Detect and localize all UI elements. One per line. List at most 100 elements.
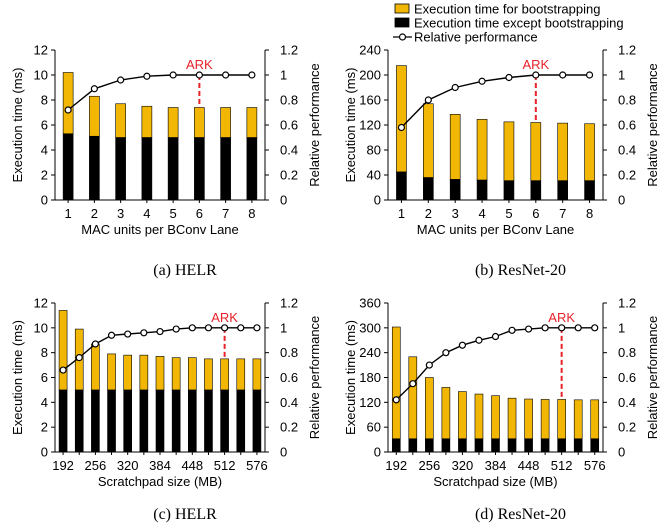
bar-except-bootstrapping	[107, 389, 116, 453]
relative-performance-point	[143, 72, 151, 80]
y-tick-label: 6	[41, 370, 48, 385]
y2-axis-label: Relative performance	[307, 63, 322, 187]
bar-except-bootstrapping	[220, 389, 229, 453]
y2-tick-label: 0	[618, 445, 625, 460]
bar-bootstrapping	[171, 357, 181, 391]
relative-performance-point	[253, 324, 261, 332]
bar-bootstrapping	[167, 107, 179, 138]
y-axis-label: Execution time (ms)	[343, 68, 358, 183]
y-tick-label: 6	[41, 118, 48, 133]
bar-bootstrapping	[491, 395, 500, 440]
bar-except-bootstrapping	[441, 438, 451, 453]
bar-except-bootstrapping	[89, 135, 100, 201]
bar-except-bootstrapping	[74, 389, 84, 453]
relative-performance-point	[124, 330, 132, 338]
bar-except-bootstrapping	[573, 438, 583, 453]
legend-label: Execution time for bootstrapping	[414, 2, 600, 17]
y2-tick-label: 0	[280, 193, 287, 208]
bar-bootstrapping	[584, 123, 595, 181]
y2-tick-label: 1.2	[280, 43, 298, 58]
y2-tick-label: 0.2	[618, 168, 636, 183]
y2-tick-label: 1	[618, 320, 625, 335]
bar-bootstrapping	[220, 107, 231, 138]
x-tick-label: 256	[85, 458, 107, 473]
y-tick-label: 2	[41, 420, 48, 435]
bar-bootstrapping	[524, 398, 533, 440]
x-axis-label: Scratchpad size (MB)	[433, 474, 557, 489]
bar-except-bootstrapping	[141, 137, 153, 201]
relative-performance-point	[508, 326, 516, 334]
relative-performance-point	[195, 71, 203, 79]
chart-panel: 0 2 4 6 8 10 12 0 0.2 0.4 0.6 0.8 1 1.2 192 256 320 384 44…	[10, 296, 322, 524]
ark-annotation: ARK	[211, 310, 238, 325]
y-tick-label: 10	[34, 68, 48, 83]
bar-bootstrapping	[58, 310, 68, 391]
y2-tick-label: 0.4	[280, 395, 298, 410]
y2-tick-label: 0	[618, 193, 625, 208]
relative-performance-point	[478, 77, 486, 85]
x-tick-label: 320	[452, 458, 474, 473]
panel-caption: (a) HELR	[153, 262, 217, 279]
x-tick-label: 8	[248, 206, 255, 221]
bar-bootstrapping	[194, 107, 205, 138]
x-tick-label: 512	[551, 458, 573, 473]
x-tick-label: 4	[478, 206, 485, 221]
bar-except-bootstrapping	[391, 438, 401, 453]
bar-bootstrapping	[89, 95, 100, 137]
y2-tick-label: 0.4	[280, 143, 298, 158]
y2-tick-label: 1	[618, 68, 625, 83]
bar-except-bootstrapping	[524, 438, 533, 453]
y-tick-label: 120	[359, 118, 381, 133]
y-tick-label: 180	[359, 370, 381, 385]
relative-performance-point	[221, 324, 229, 332]
bar-bootstrapping	[155, 356, 165, 391]
bar-bootstrapping	[458, 391, 467, 440]
y2-axis-label: Relative performance	[307, 316, 322, 440]
relative-performance-point	[75, 354, 83, 362]
legend: Execution time for bootstrappingExecutio…	[393, 2, 624, 45]
relative-performance-point	[451, 83, 459, 92]
bar-bootstrapping	[573, 399, 583, 440]
relative-performance-point	[237, 324, 245, 332]
bar-except-bootstrapping	[236, 389, 246, 453]
legend-label: Execution time except bootstrapping	[414, 16, 624, 31]
y-tick-label: 160	[359, 93, 381, 108]
y-tick-label: 12	[34, 43, 48, 58]
bar-bootstrapping	[107, 353, 116, 391]
relative-performance-point	[169, 71, 177, 79]
bar-except-bootstrapping	[557, 180, 568, 201]
relative-performance-line	[67, 74, 252, 111]
bar-except-bootstrapping	[155, 389, 165, 453]
bar-except-bootstrapping	[423, 177, 434, 201]
x-tick-label: 320	[117, 458, 139, 473]
bar-except-bootstrapping	[204, 389, 213, 453]
y-axis-label: Execution time (ms)	[10, 320, 25, 435]
legend-item: Execution time for bootstrapping	[394, 2, 600, 17]
x-tick-label: 6	[196, 206, 203, 221]
y2-tick-label: 1	[280, 320, 287, 335]
relative-performance-point	[442, 349, 450, 357]
bar-bootstrapping	[391, 326, 401, 440]
bar-bootstrapping	[590, 399, 600, 440]
relative-performance-point	[64, 106, 72, 114]
x-tick-label: 384	[149, 458, 171, 473]
relative-performance-point	[156, 327, 164, 336]
bar-bootstrapping	[425, 377, 434, 440]
y-tick-label: 0	[374, 445, 381, 460]
bar-except-bootstrapping	[530, 180, 542, 201]
y2-tick-label: 0.6	[618, 370, 636, 385]
y2-tick-label: 0.4	[618, 395, 636, 410]
bar-except-bootstrapping	[503, 180, 515, 201]
bar-bootstrapping	[557, 399, 566, 440]
x-tick-label: 1	[65, 206, 72, 221]
y2-tick-label: 0.2	[280, 420, 298, 435]
relative-performance-point	[585, 71, 594, 79]
relative-performance-point	[505, 73, 513, 82]
chart-panel: 0 40 80 120 160 200 240 0 0.2 0.4 0.6 0.8 1 1.2 1 2 3 4 5 6…	[343, 43, 660, 280]
y-tick-label: 4	[41, 143, 48, 158]
y2-tick-label: 0.8	[618, 345, 636, 360]
y-axis-label: Execution time (ms)	[343, 320, 358, 435]
x-tick-label: 512	[214, 458, 236, 473]
y-tick-label: 8	[41, 93, 48, 108]
relative-performance-line	[400, 74, 590, 128]
